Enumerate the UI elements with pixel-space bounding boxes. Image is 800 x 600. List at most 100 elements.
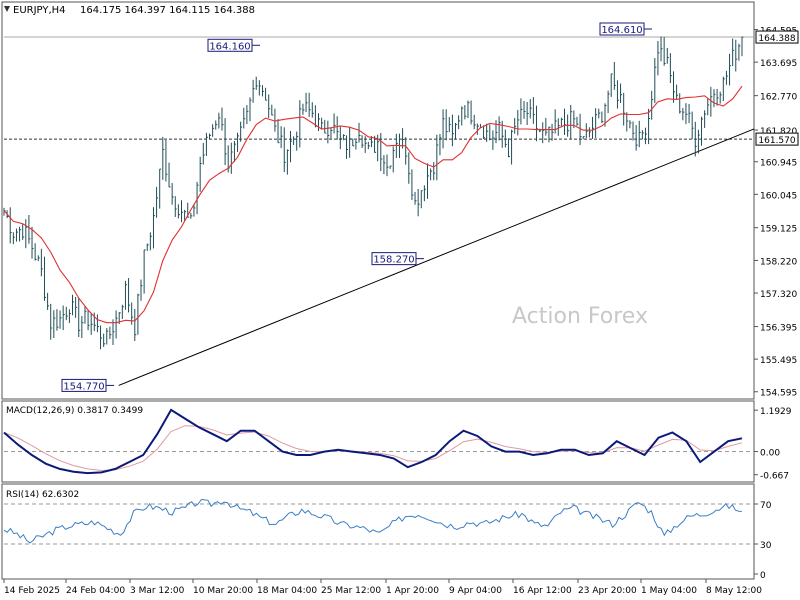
candle [420,190,423,209]
support-price-box-label: 161.570 [758,136,795,146]
symbol-label: EURJPY,H4 [13,5,66,16]
candle [458,115,461,130]
candle [486,123,489,142]
x-tick-label: 10 Mar 20:00 [193,586,253,596]
candle [22,223,25,240]
candle [100,325,103,350]
candle [34,243,37,261]
candle [53,310,56,339]
candle [551,123,554,141]
candle [489,124,492,141]
current-price-box-frame [755,30,799,44]
candle [177,204,180,219]
candle [37,255,40,262]
candle [701,116,704,146]
candle [676,84,679,99]
candle [349,127,352,158]
candle [641,130,644,140]
candle [694,121,697,157]
candle [336,116,339,140]
candle [96,314,99,333]
candle [62,305,65,331]
candle [430,168,433,181]
x-tick-label: 25 Mar 12:00 [321,586,381,596]
candle [352,138,355,147]
candle [464,105,467,120]
x-tick-label: 24 Feb 04:00 [66,586,125,596]
candle [293,136,296,145]
candle [268,94,271,118]
candle [638,120,641,148]
candle [697,129,700,154]
candle [511,129,514,165]
x-tick-label: 1 May 04:00 [641,586,697,596]
candle [196,181,199,215]
candle [620,83,623,103]
candle [504,129,507,148]
candle [143,249,146,294]
candle [517,109,520,136]
candle [149,232,152,251]
candle [383,155,386,175]
price-callout: 164.160 [207,38,260,52]
candle [666,47,669,64]
candle [224,118,227,166]
candle [134,308,137,341]
candle [679,93,682,114]
candle [305,92,308,113]
candle [632,121,635,141]
candle [115,310,118,339]
candle [579,113,582,146]
candle [72,294,75,316]
candle [716,88,719,106]
candle [249,97,252,122]
candle [342,134,345,141]
candle [461,106,464,126]
candle [713,89,716,108]
candle [451,114,454,147]
candle [318,113,321,131]
candle [729,53,732,86]
rsi-title: RSI(14) 62.6302 [6,490,79,500]
candle [582,136,585,140]
candle [722,76,725,102]
candle [280,126,283,149]
support-price-box-frame [755,132,799,146]
x-tick-label: 1 Apr 20:00 [386,586,439,596]
candle [162,136,165,180]
candle [159,168,162,209]
candle [56,309,59,331]
candle [81,315,84,339]
candle [165,139,168,182]
candle [255,76,258,90]
candle [327,120,330,144]
price-tick-label: 157.320 [760,290,797,300]
chart-header: EURJPY,H4 164.175 164.397 164.115 164.38… [4,5,255,16]
candle [246,105,249,125]
candle [367,141,370,150]
candle [28,215,31,244]
rsi-layer: 70 30 0 [3,498,772,581]
rsi-tick-label: 0 [760,571,766,581]
candle [50,303,53,340]
candle [156,186,159,218]
candle [106,328,109,345]
candles-layer [3,36,744,350]
candle [121,304,124,319]
candle [140,279,143,301]
candle [592,116,595,139]
candle [657,40,660,76]
candle [209,133,212,140]
candle [43,256,46,301]
candle [12,232,15,245]
candle [445,109,448,141]
candle [137,293,140,335]
candle [202,142,205,165]
candle [654,57,657,104]
candle [535,105,538,142]
price-tick-label: 155.495 [760,356,797,366]
candle [389,165,392,169]
candle [112,319,115,346]
ohlc-label: 164.175 164.397 164.115 164.388 [80,5,255,16]
candle [545,117,548,136]
